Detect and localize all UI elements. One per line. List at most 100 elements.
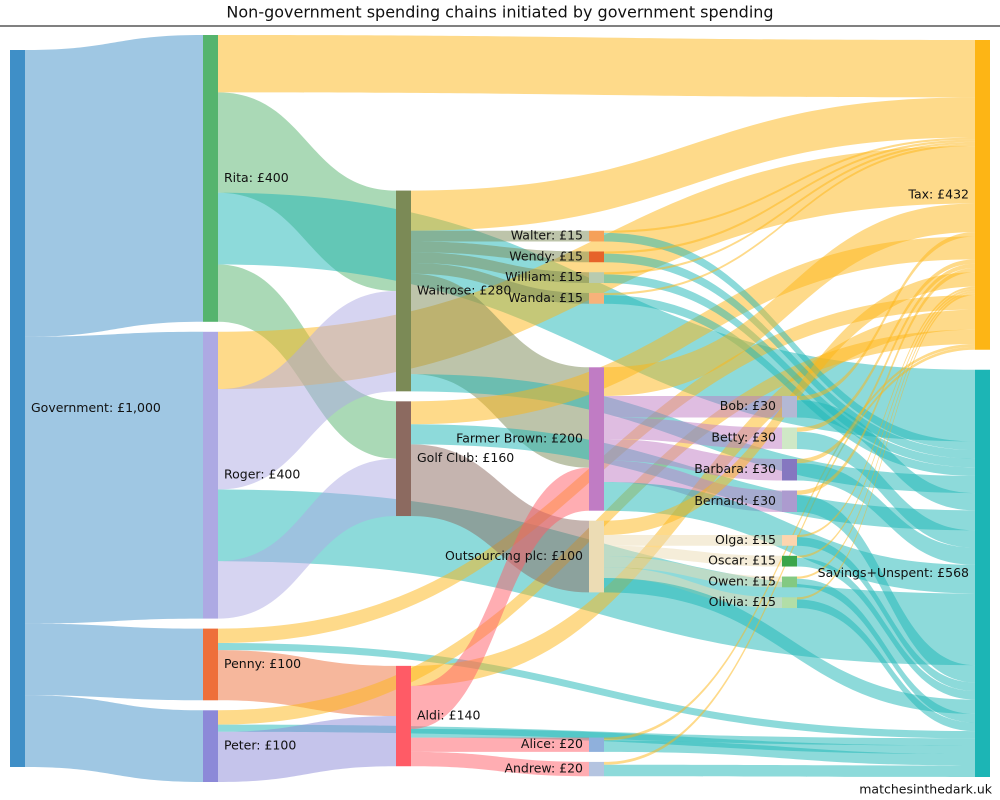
flow: [411, 236, 975, 425]
flow: [411, 252, 589, 283]
node: [975, 40, 990, 350]
node: [782, 395, 797, 418]
node-label: Savings+Unspent: £568: [818, 565, 969, 580]
flow: [604, 139, 975, 254]
node-label: Peter: £100: [224, 738, 296, 753]
flow: [797, 537, 975, 691]
flow: [604, 143, 975, 296]
node: [396, 665, 411, 767]
flow: [604, 740, 975, 766]
flow: [411, 467, 589, 729]
node-label: Walter: £15: [511, 228, 583, 243]
links: [25, 35, 975, 782]
node: [203, 35, 218, 322]
node-label: Wanda: £15: [508, 290, 583, 305]
flow: [797, 286, 975, 538]
flow: [218, 290, 396, 490]
flow: [797, 293, 975, 600]
flow: [25, 331, 203, 624]
flow: [797, 288, 975, 558]
flow: [797, 259, 975, 432]
node: [589, 272, 604, 283]
node-label: Wendy: £15: [509, 248, 583, 263]
flow: [797, 578, 975, 723]
node: [10, 50, 25, 767]
node: [782, 597, 797, 609]
flow: [604, 395, 782, 418]
flow: [218, 458, 396, 619]
node: [203, 710, 218, 782]
flow: [411, 262, 589, 304]
node-label: Golf Club: £160: [417, 450, 514, 465]
flow: [604, 460, 782, 513]
flow: [604, 274, 975, 468]
flow: [604, 545, 782, 567]
node: [782, 576, 797, 588]
flow: [218, 642, 975, 739]
flow: [411, 273, 589, 468]
flow: [797, 494, 975, 683]
node: [975, 369, 990, 777]
node-label: Betty: £30: [711, 430, 776, 445]
flow: [604, 417, 782, 449]
node-label: Waitrose: £280: [417, 282, 511, 297]
node: [782, 535, 797, 546]
node: [782, 490, 797, 513]
node: [589, 761, 604, 777]
credit: matchesinthedark.uk: [859, 782, 993, 797]
node-label: Olga: £15: [715, 532, 776, 547]
flow: [604, 203, 975, 396]
flow: [604, 232, 975, 451]
node: [782, 427, 797, 449]
node: [589, 251, 604, 263]
flow: [797, 268, 975, 495]
node-label: Owen: £15: [708, 573, 776, 588]
flow: [797, 232, 975, 401]
chart-title: Non-government spending chains initiated…: [226, 3, 773, 22]
node-label: Barbara: £30: [694, 461, 776, 476]
node: [782, 555, 797, 567]
node: [203, 331, 218, 619]
flow: [411, 737, 589, 752]
flow: [604, 137, 975, 233]
node: [589, 292, 604, 304]
flow: [604, 535, 782, 546]
flow: [411, 751, 589, 777]
flow: [411, 97, 975, 231]
flow: [797, 599, 975, 732]
flow: [411, 230, 589, 242]
node-label: Government: £1,000: [31, 400, 161, 415]
flow: [797, 557, 975, 700]
node-label: Andrew: £20: [504, 761, 583, 776]
node-label: Outsourcing plc: £100: [445, 548, 583, 563]
flow: [218, 716, 396, 782]
node: [396, 401, 411, 517]
flow: [604, 141, 975, 275]
flow: [604, 253, 975, 459]
flow: [604, 578, 975, 714]
flow: [604, 567, 782, 609]
node-label: Rita: £400: [224, 170, 289, 185]
node-label: Farmer Brown: £200: [456, 430, 583, 445]
flow: [797, 463, 975, 565]
node-label: Roger: £400: [224, 467, 300, 482]
node-label: William: £15: [505, 269, 583, 284]
flow: [604, 764, 975, 777]
flow: [411, 444, 589, 593]
node: [589, 230, 604, 242]
node-label: Tax: £432: [907, 186, 969, 201]
node-label: Penny: £100: [224, 656, 301, 671]
node-label: Bernard: £30: [694, 493, 776, 508]
node: [589, 737, 604, 752]
node-label: Aldi: £140: [417, 708, 480, 723]
labels: Government: £1,000 Rita: £400 Roger: £400 P…: [31, 170, 969, 776]
flow: [797, 290, 975, 579]
flow: [218, 35, 975, 98]
flow: [797, 431, 975, 548]
node: [396, 190, 411, 392]
node-label: Alice: £20: [521, 736, 583, 751]
flow: [797, 400, 975, 511]
nodes: [10, 35, 990, 782]
flow: [25, 35, 203, 337]
